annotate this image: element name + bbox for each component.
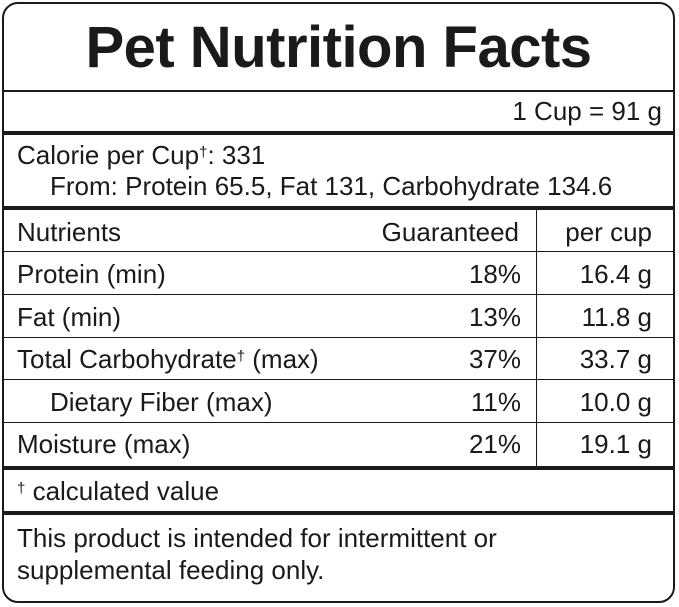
row-carbohydrate-dagger: † [236,348,246,365]
disclaimer-line-1: This product is intended for intermitten… [17,523,497,553]
row-carbohydrate-per-cup: 33.7 g [579,344,652,374]
row-protein-per-cup: 16.4 g [579,259,652,289]
calories-dagger: † [199,144,208,161]
calories-value: : 331 [207,140,266,170]
row-carbohydrate-name: Total Carbohydrate [17,344,237,374]
divider-serving-thick [4,131,673,135]
row-moisture-guaranteed: 21% [468,429,521,459]
divider-row-4 [4,422,673,423]
row-carbohydrate-suffix: (max) [245,344,319,374]
header-per-cup: per cup [565,217,652,247]
row-fiber-guaranteed: 11% [470,387,521,417]
divider-header [4,251,673,252]
footnote-text: calculated value [25,476,220,506]
row-fat-per-cup: 11.8 g [581,302,652,332]
header-guaranteed: Guaranteed [381,217,519,247]
row-fat-name: Fat (min) [17,302,121,332]
footnote: † calculated value [17,476,219,506]
footnote-dagger: † [17,480,26,497]
row-protein-name: Protein (min) [17,259,166,289]
divider-row-1 [4,294,673,295]
divider-row-3 [4,379,673,380]
serving-size: 1 Cup = 91 g [512,96,662,126]
calories-breakdown: From: Protein 65.5, Fat 131, Carbohydrat… [50,171,613,201]
column-divider [536,210,537,468]
row-protein-guaranteed: 18% [468,259,521,289]
divider-footnote-thick [4,511,673,515]
row-moisture-name: Moisture (max) [17,429,191,459]
header-nutrients: Nutrients [17,217,122,247]
calories-label: Calorie per Cup [17,140,200,170]
calories-line: Calorie per Cup†: 331 [17,140,265,170]
row-carbohydrate-guaranteed: 37% [468,344,521,374]
row-carbohydrate-name-line: Total Carbohydrate† (max) [17,344,319,374]
row-fiber-name: Dietary Fiber (max) [50,387,273,417]
row-fiber-per-cup: 10.0 g [579,387,652,417]
row-fat-guaranteed: 13% [468,302,521,332]
row-moisture-per-cup: 19.1 g [579,429,652,459]
divider-title [4,90,673,92]
divider-row-2 [4,337,673,338]
divider-calories-thick [4,206,673,210]
label-title: Pet Nutrition Facts [85,14,592,80]
divider-table-thick [4,466,673,470]
disclaimer-line-2: supplemental feeding only. [17,555,325,585]
